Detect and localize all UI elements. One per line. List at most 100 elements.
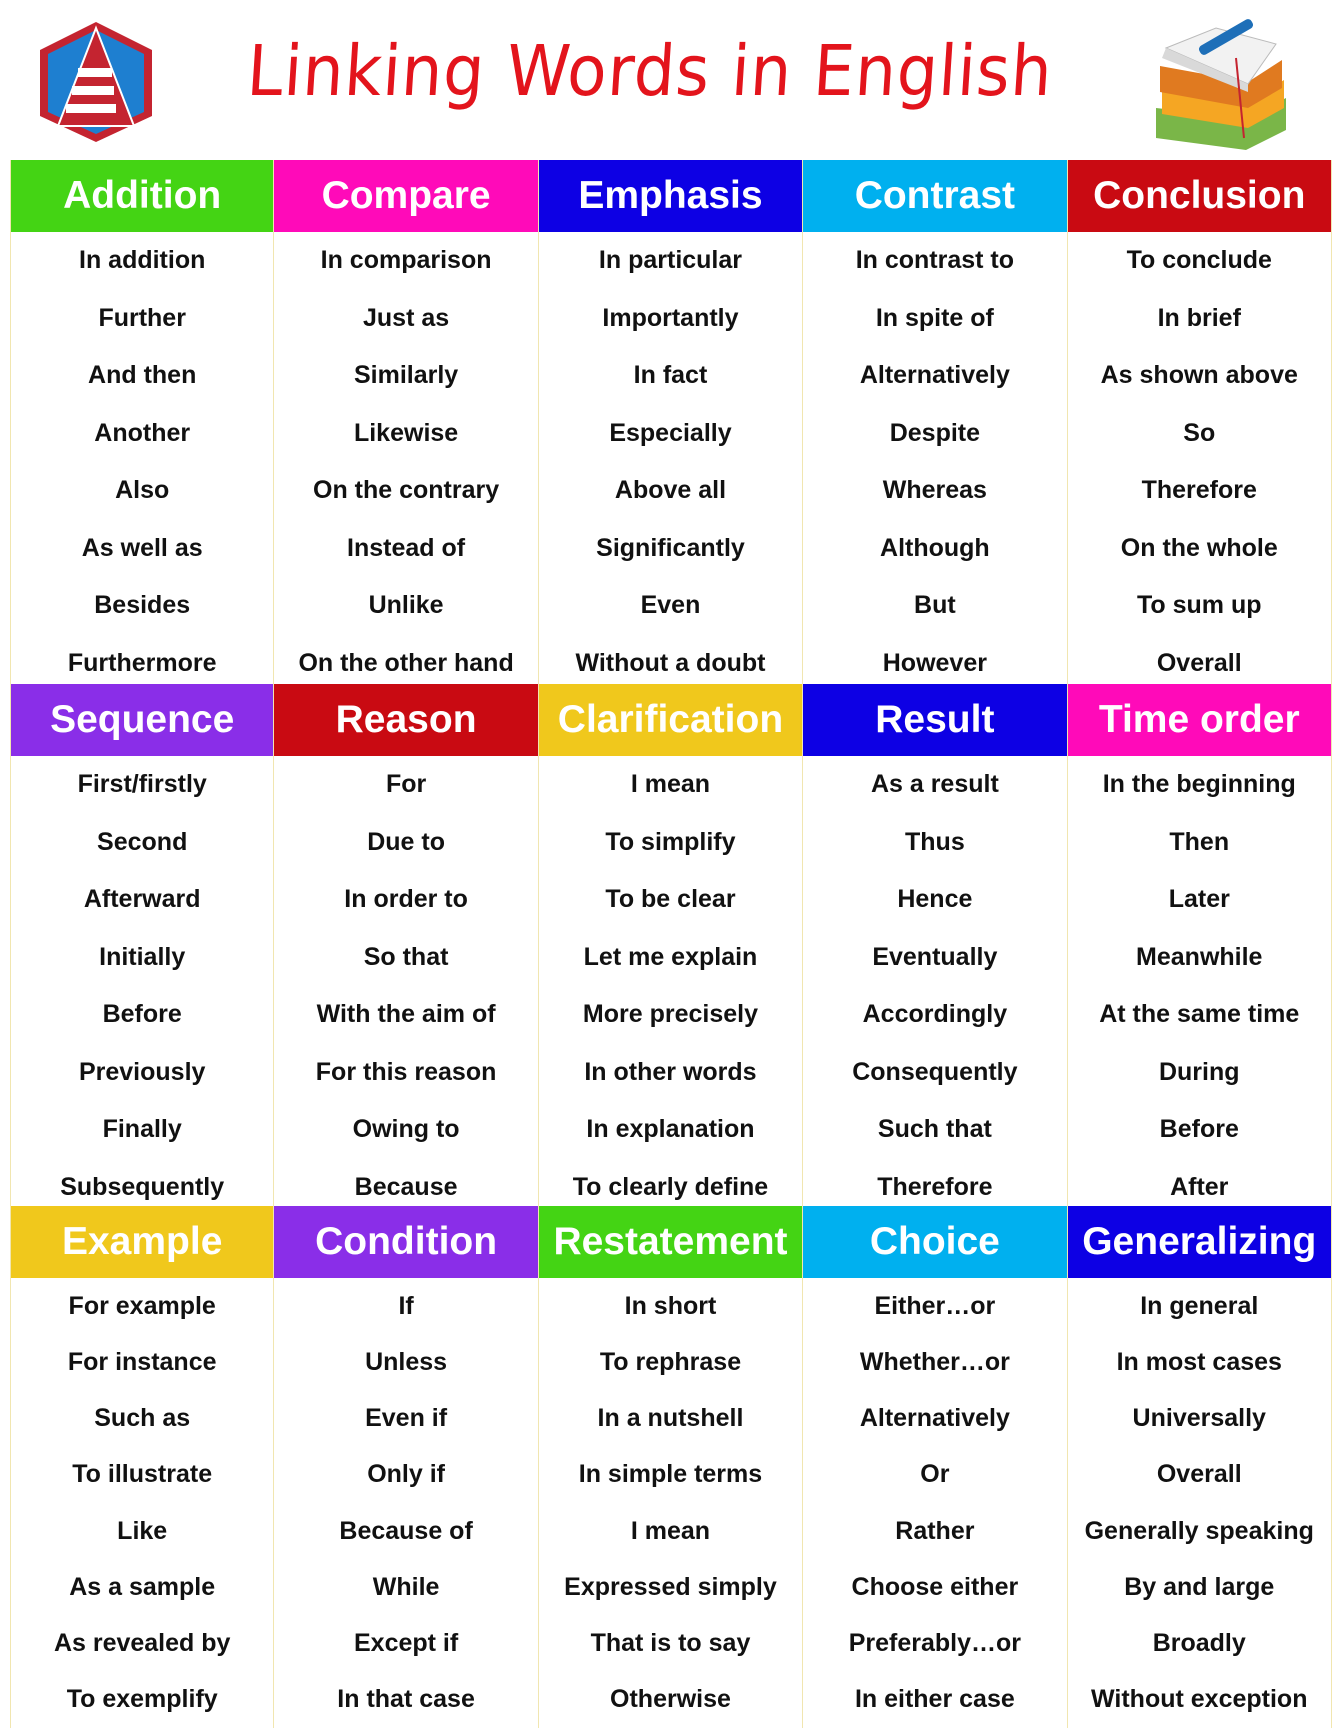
category-header: Emphasis	[538, 160, 803, 232]
linking-word: As a sample	[69, 1572, 216, 1601]
e-hexagon-logo-icon	[40, 22, 152, 142]
linking-word: Besides	[94, 591, 191, 620]
linking-word: Another	[94, 418, 191, 447]
linking-word: Despite	[889, 418, 981, 447]
linking-word: Initially	[99, 942, 186, 971]
linking-word: Just as	[363, 303, 450, 332]
linking-word: Like	[117, 1516, 168, 1545]
category-column-condition: Condition If Unless Even if Only if Because o…	[274, 1206, 539, 1728]
linking-word: Without exception	[1091, 1685, 1308, 1714]
linking-word: Previously	[78, 1057, 206, 1086]
linking-word: In either case	[854, 1685, 1015, 1714]
linking-word: After	[1170, 1172, 1229, 1201]
linking-word: Whether…or	[859, 1347, 1010, 1376]
linking-word: Above all	[614, 476, 727, 505]
linking-word: Such that	[877, 1115, 992, 1144]
linking-word: First/firstly	[77, 770, 207, 799]
linking-word: Therefore	[1141, 476, 1257, 505]
linking-word: On the other hand	[298, 648, 514, 677]
linking-word: Then	[1169, 827, 1230, 856]
linking-word: Broadly	[1152, 1629, 1246, 1658]
linking-word: During	[1158, 1057, 1240, 1086]
linking-word: In simple terms	[578, 1460, 763, 1489]
category-header: Sequence	[11, 684, 274, 756]
linking-word: Meanwhile	[1136, 942, 1263, 971]
category-header: Result	[803, 684, 1067, 756]
linking-word: Alternatively	[859, 361, 1010, 390]
category-column-result: Result As a result Thus Hence Eventually Acco…	[803, 684, 1068, 1216]
linking-word: Unless	[365, 1347, 448, 1376]
linking-word: Choose either	[851, 1572, 1019, 1601]
category-column-emphasis: Emphasis In particular Importantly In fact E…	[538, 160, 804, 692]
linking-word: In a nutshell	[597, 1404, 744, 1433]
linking-word: Owing to	[352, 1115, 460, 1144]
section-1: Addition In addition Further And then Anothe…	[10, 160, 1332, 692]
linking-word: In contrast to	[855, 246, 1015, 275]
category-column-sequence: Sequence First/firstly Second Afterward Init…	[10, 684, 275, 1216]
linking-word: Generally speaking	[1084, 1516, 1314, 1545]
linking-word: In order to	[344, 885, 468, 914]
linking-word: While	[372, 1572, 440, 1601]
linking-word: Overall	[1156, 1460, 1242, 1489]
linking-word: Universally	[1132, 1404, 1266, 1433]
linking-word: Even if	[365, 1404, 448, 1433]
linking-word: However	[882, 648, 987, 677]
category-column-time-order: Time order In the beginning Then Later Meanw…	[1067, 684, 1332, 1216]
linking-word: Due to	[367, 827, 445, 856]
linking-word: Before	[1159, 1115, 1239, 1144]
linking-word: In the beginning	[1102, 770, 1296, 799]
linking-word: Similarly	[353, 361, 459, 390]
linking-word: In addition	[79, 246, 206, 275]
category-header: Reason	[274, 684, 538, 756]
category-column-reason: Reason For Due to In order to So that With th…	[274, 684, 539, 1216]
linking-word: In particular	[598, 246, 743, 275]
linking-word: In fact	[633, 361, 708, 390]
linking-word: Before	[102, 1000, 182, 1029]
linking-word: Without a doubt	[575, 648, 766, 677]
linking-word: Preferably…or	[848, 1629, 1022, 1658]
linking-word: To conclude	[1126, 246, 1272, 275]
linking-word: Because of	[339, 1516, 473, 1545]
linking-word: Finally	[102, 1115, 182, 1144]
category-column-clarification: Clarification I mean To simplify To be clea…	[538, 684, 804, 1216]
linking-word: On the contrary	[313, 476, 500, 505]
linking-word: Second	[97, 827, 188, 856]
linking-word: If	[398, 1291, 414, 1320]
linking-word: Subsequently	[60, 1172, 225, 1201]
linking-word: Rather	[895, 1516, 975, 1545]
linking-word: Later	[1168, 885, 1230, 914]
category-header: Generalizing	[1067, 1206, 1331, 1278]
linking-word: Thus	[905, 827, 965, 856]
linking-word: By and large	[1124, 1572, 1275, 1601]
linking-word: Hence	[897, 885, 973, 914]
linking-word: In explanation	[586, 1115, 755, 1144]
category-header: Restatement	[538, 1206, 803, 1278]
linking-word: But	[914, 591, 956, 620]
linking-word: As a result	[870, 770, 999, 799]
linking-word: Further	[98, 303, 186, 332]
category-column-compare: Compare In comparison Just as Similarly Like…	[274, 160, 539, 692]
linking-word: In short	[624, 1291, 717, 1320]
category-header: Compare	[274, 160, 538, 232]
linking-word: For example	[68, 1291, 216, 1320]
linking-word: At the same time	[1099, 1000, 1300, 1029]
linking-word: For	[385, 770, 427, 799]
linking-word: And then	[88, 361, 197, 390]
linking-word: To clearly define	[572, 1172, 769, 1201]
linking-word: Although	[880, 533, 990, 562]
category-column-restatement: Restatement In short To rephrase In a nutsh…	[538, 1206, 804, 1728]
linking-word: Especially	[609, 418, 732, 447]
linking-word: In general	[1140, 1291, 1259, 1320]
linking-word: Even	[640, 591, 701, 620]
category-header: Clarification	[538, 684, 803, 756]
category-column-conclusion: Conclusion To conclude In brief As shown ab…	[1067, 160, 1332, 692]
linking-word: That is to say	[590, 1629, 751, 1658]
linking-word: So	[1183, 418, 1216, 447]
linking-word: Instead of	[347, 533, 466, 562]
linking-word: As well as	[81, 533, 203, 562]
linking-word: Significantly	[596, 533, 745, 562]
linking-word: To exemplify	[66, 1685, 218, 1714]
linking-word: Because	[354, 1172, 458, 1201]
linking-word: In spite of	[875, 303, 994, 332]
category-header: Contrast	[803, 160, 1067, 232]
